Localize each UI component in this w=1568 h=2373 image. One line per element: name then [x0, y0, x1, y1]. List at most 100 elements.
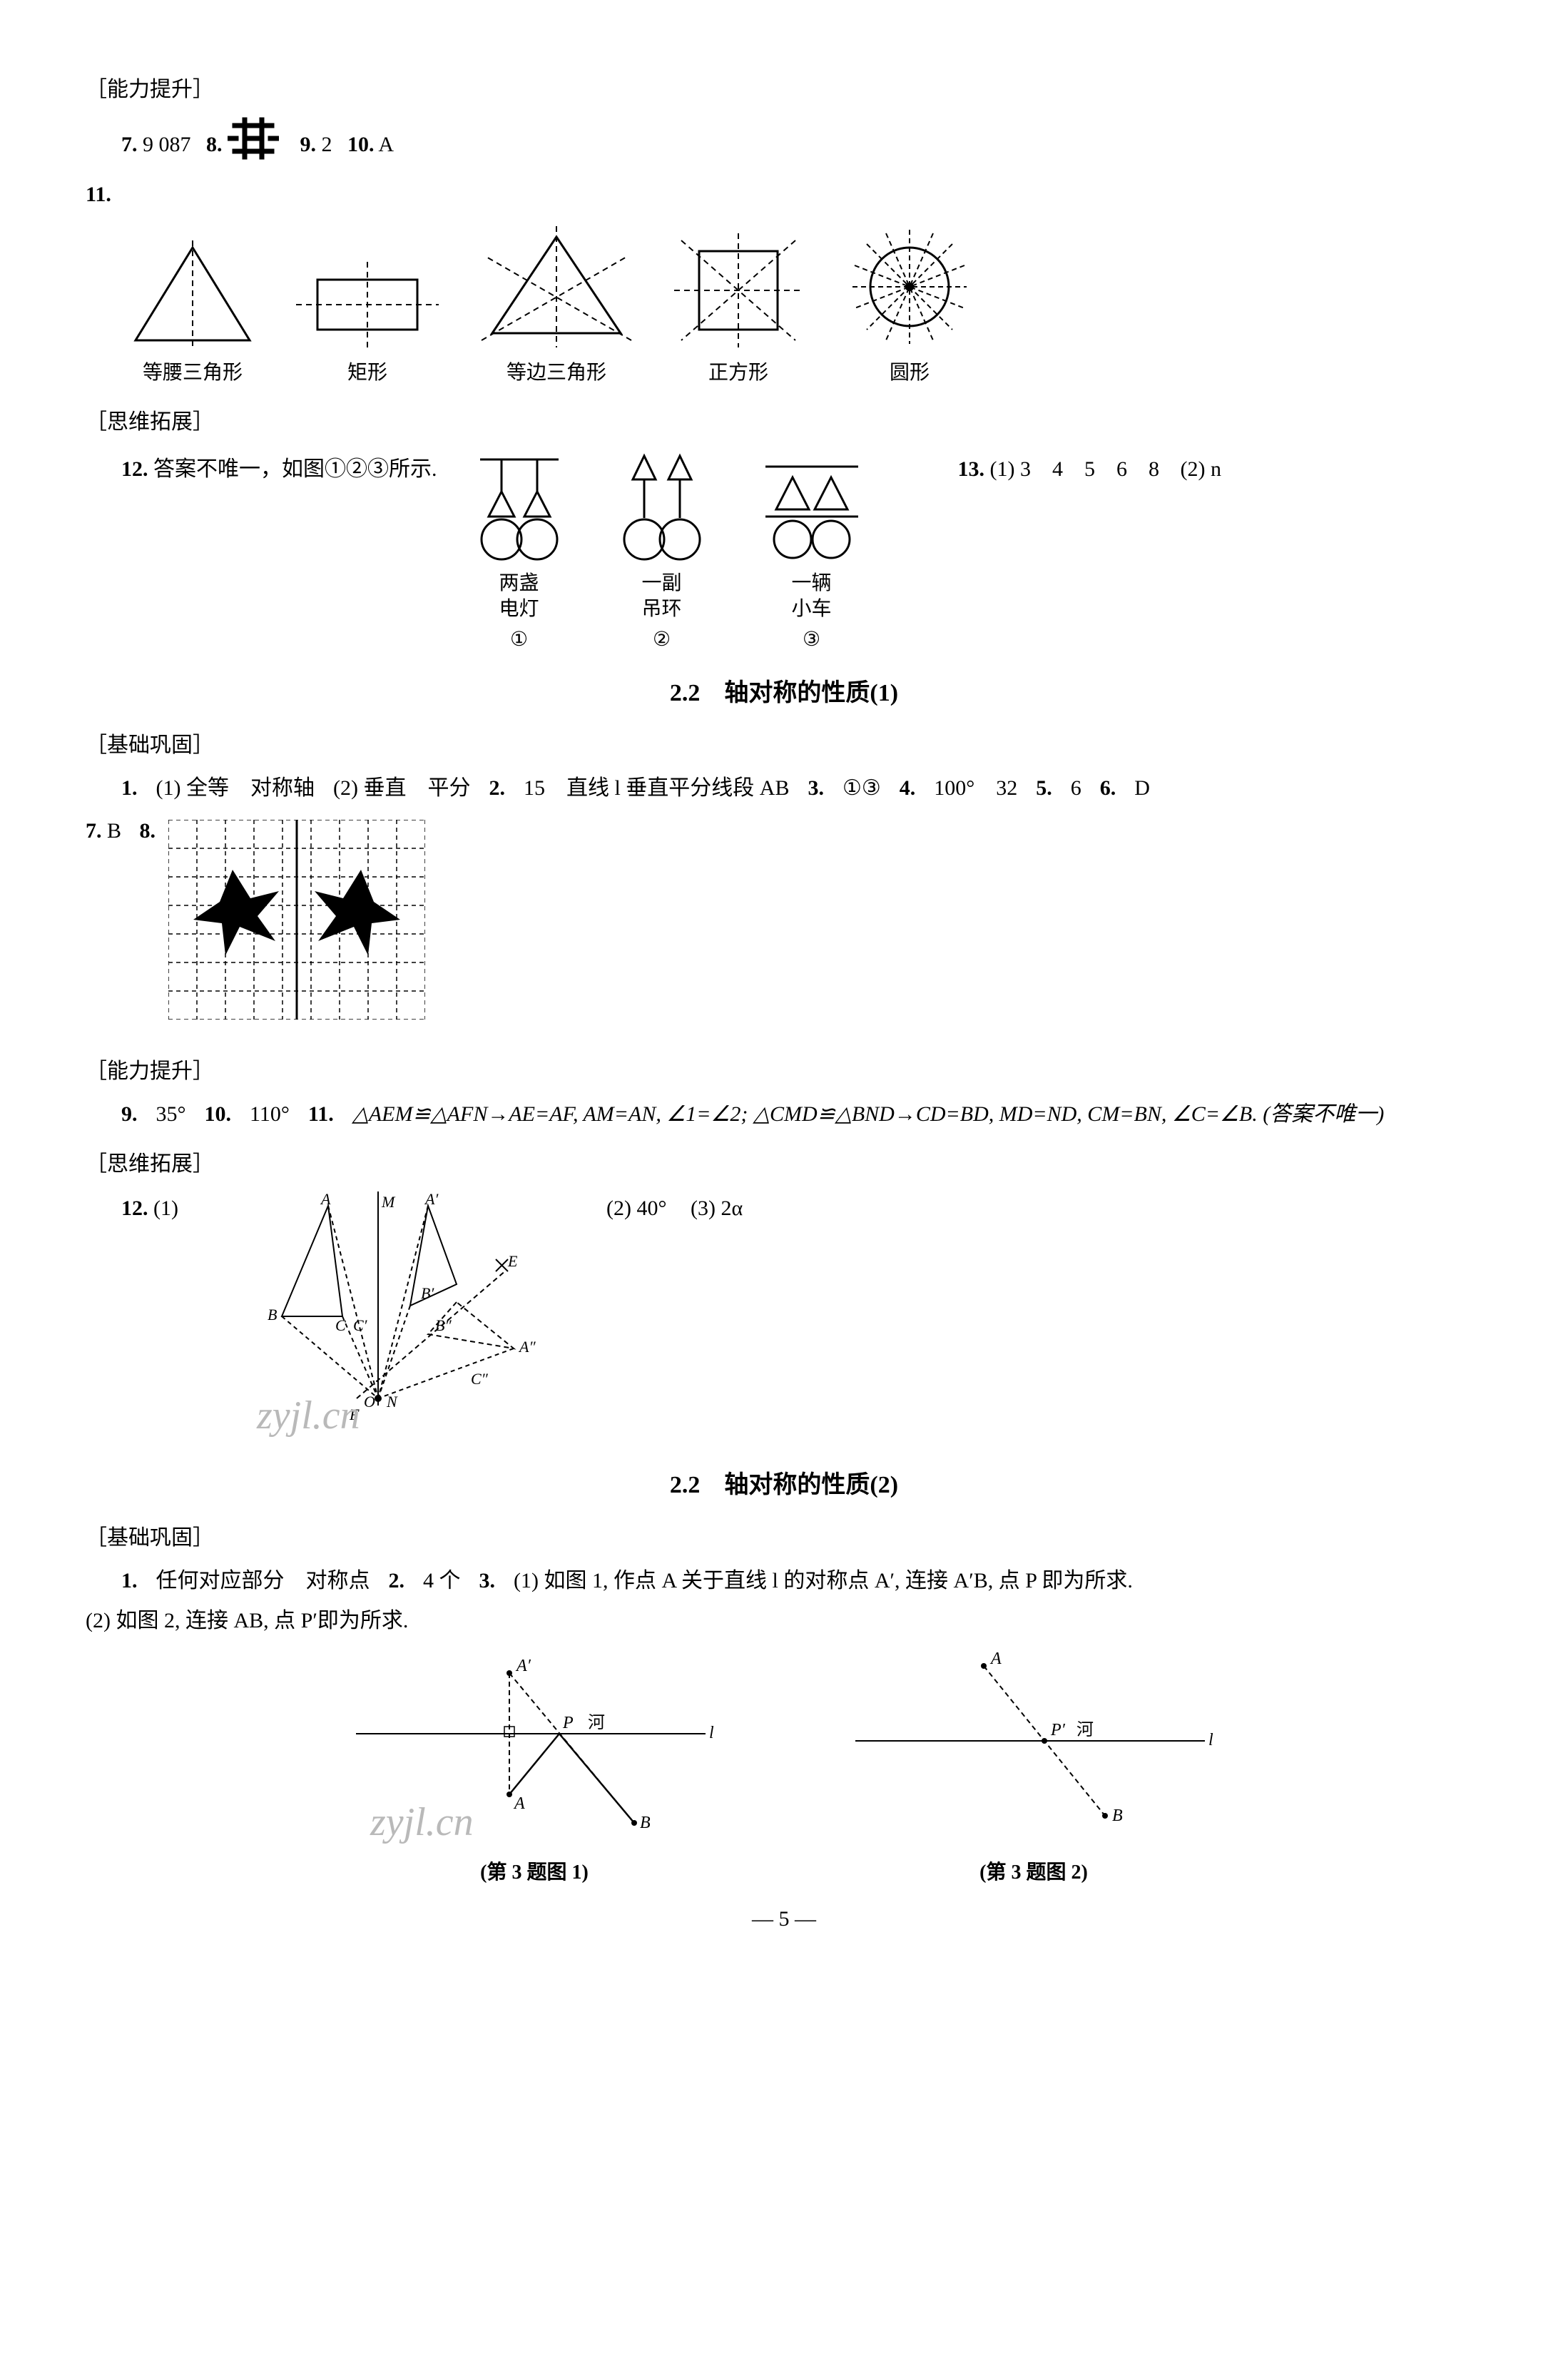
leaf-grid-figure: [168, 820, 425, 1030]
trio-b-cap2: 吊环: [641, 598, 681, 620]
q7-num: 7.: [121, 133, 138, 156]
s221-q4-num: 4.: [900, 771, 916, 806]
trio-c-cap1: 一辆: [791, 572, 831, 594]
section-heading-basic-1: ［基础巩固］: [86, 728, 1482, 763]
trio-a-cap1: 两盏: [499, 572, 539, 594]
s221b-line: 9. 35° 10. 110° 11. △AEM≌△AFN→AE=AF, AM=…: [121, 1097, 1482, 1132]
svg-text:A″: A″: [518, 1338, 536, 1356]
s221c-q12-p3: (3) 2α: [691, 1196, 743, 1220]
s221-q7-ans: B: [107, 819, 121, 843]
q13-p1: (1) 3 4 5 6 8: [990, 457, 1159, 481]
svg-text:B′: B′: [421, 1284, 434, 1302]
shape-circ-label: 圆形: [890, 357, 930, 390]
svg-text:B″: B″: [435, 1316, 452, 1334]
section-heading-think-2: ［思维拓展］: [86, 1147, 1482, 1182]
svg-text:N: N: [386, 1393, 398, 1411]
trio-c-idx: ③: [803, 627, 820, 653]
shape-sq-label: 正方形: [708, 357, 768, 390]
q9-ans: 2: [322, 133, 332, 156]
svg-text:A′: A′: [515, 1657, 531, 1675]
shape-equi-label: 等边三角形: [506, 357, 606, 390]
s221-q3-num: 3.: [808, 771, 824, 806]
q11-row: 11.: [86, 178, 1482, 212]
shape-iso-label: 等腰三角形: [143, 357, 243, 390]
trio-cart: 一辆小车 ③: [758, 452, 865, 653]
s221b-q10-num: 10.: [205, 1097, 232, 1132]
shape-iso-triangle: 等腰三角形: [128, 240, 257, 390]
s221-q2-num: 2.: [489, 771, 505, 806]
q13-p2: (2) n: [1180, 457, 1221, 481]
watermark-2: zyjl.cn: [370, 1791, 474, 1855]
s221-q6-ans: D: [1134, 771, 1150, 806]
fig1-caption: (第 3 题图 1): [349, 1857, 720, 1889]
s221b-q9-ans: 35°: [156, 1097, 186, 1132]
s221-q1-a1: (1) 全等 对称轴: [156, 771, 315, 806]
shape-rect: 矩形: [296, 262, 439, 390]
svg-text:河: 河: [1076, 1720, 1094, 1739]
svg-text:A: A: [989, 1650, 1002, 1668]
s221-q8-num: 8.: [140, 819, 156, 843]
s221-q7-num: 7.: [86, 819, 102, 843]
s222-q2-ans: 4 个: [423, 1564, 461, 1598]
svg-text:B: B: [268, 1306, 277, 1323]
q8-num: 8.: [206, 133, 223, 156]
q10-num: 10.: [347, 133, 375, 156]
s222-q3-p2: (2) 如图 2, 连接 AB, 点 P′即为所求.: [86, 1609, 408, 1632]
section-heading-basic-2: ［基础巩固］: [86, 1521, 1482, 1555]
s221-line1: 1. (1) 全等 对称轴 (2) 垂直 平分 2. 15 直线 l 垂直平分线…: [121, 771, 1482, 806]
svg-text:河: 河: [588, 1713, 605, 1732]
q13-num: 13.: [958, 457, 985, 481]
shape-equilateral: 等边三角形: [478, 226, 635, 390]
title-2-2-2: 2.2 轴对称的性质(2): [86, 1466, 1482, 1505]
s221-q3-ans: ①③: [842, 771, 881, 806]
q9-num: 9.: [300, 133, 317, 156]
s221b-q11-num: 11.: [308, 1097, 334, 1132]
s221c-q12-num: 12.: [121, 1196, 148, 1220]
svg-text:P: P: [562, 1714, 574, 1732]
trio-figures: 两盏电灯 ① 一副吊环 ② 一辆小车: [473, 452, 865, 653]
s221b-q11-body: △AEM≌△AFN→AE=AF, AM=AN, ∠1=∠2; △CMD≌△BND…: [352, 1097, 1385, 1132]
q12-body: 答案不唯一，如图①②③所示.: [153, 457, 437, 481]
svg-text:l: l: [1208, 1731, 1213, 1749]
svg-text:C″: C″: [471, 1370, 489, 1388]
title-2-2-1: 2.2 轴对称的性质(1): [86, 674, 1482, 713]
section-heading-ability-1: ［能力提升］: [86, 73, 1482, 107]
svg-text:E: E: [507, 1252, 518, 1270]
q12-row: 12. 答案不唯一，如图①②③所示. 两盏电灯 ①: [121, 452, 1482, 653]
q8-glyph: [228, 116, 279, 172]
river-fig-2: l A B P′ 河 (第 3 题图 2): [848, 1648, 1219, 1889]
q11-num: 11.: [86, 183, 111, 206]
s221-q5-ans: 6: [1071, 771, 1081, 806]
svg-text:B: B: [640, 1814, 651, 1832]
s221b-q10-ans: 110°: [250, 1097, 290, 1132]
river-fig-1: l A′ A B P 河 zyjl.cn (第 3 题图 1): [349, 1648, 720, 1889]
trio-b-idx: ②: [653, 627, 671, 653]
s221c-q12-p2: (2) 40°: [606, 1196, 666, 1220]
s222-q1-ans: 任何对应部分 对称点: [156, 1564, 370, 1598]
s221-q5-num: 5.: [1036, 771, 1052, 806]
geom-figure: A M A′ B C C′ B′ B″ E A″ C″ O N F zyjl.c…: [243, 1191, 542, 1445]
section-heading-ability-2: ［能力提升］: [86, 1055, 1482, 1089]
trio-lamps: 两盏电灯 ①: [473, 452, 566, 653]
river-figs-row: l A′ A B P 河 zyjl.cn (第 3 题图 1) l A: [86, 1648, 1482, 1889]
trio-c-cap2: 小车: [791, 598, 831, 620]
shapes-row: 等腰三角形 矩形 等边三角形 正方形: [128, 226, 1482, 390]
q10-ans: A: [378, 133, 394, 156]
answer-line-7-10: 7. 9 087 8. 9. 2 10. A: [121, 116, 1482, 172]
s222-q1-num: 1.: [121, 1564, 138, 1598]
page-number: — 5 —: [86, 1902, 1482, 1936]
q7-ans: 9 087: [143, 133, 191, 156]
trio-a-idx: ①: [510, 627, 528, 653]
s221c-q12-p1: (1): [153, 1196, 178, 1220]
svg-text:M: M: [381, 1193, 396, 1211]
svg-text:A: A: [513, 1794, 525, 1813]
s221-q4-ans: 100° 32: [934, 771, 1017, 806]
trio-a-cap2: 电灯: [499, 598, 539, 620]
shape-square: 正方形: [674, 233, 803, 390]
s221b-q9-num: 9.: [121, 1097, 138, 1132]
svg-text:B: B: [1112, 1807, 1123, 1825]
svg-text:A: A: [320, 1191, 331, 1208]
trio-rings: 一副吊环 ②: [616, 452, 708, 653]
s222-q2-num: 2.: [389, 1564, 405, 1598]
s221-q1-a2: (2) 垂直 平分: [333, 771, 470, 806]
